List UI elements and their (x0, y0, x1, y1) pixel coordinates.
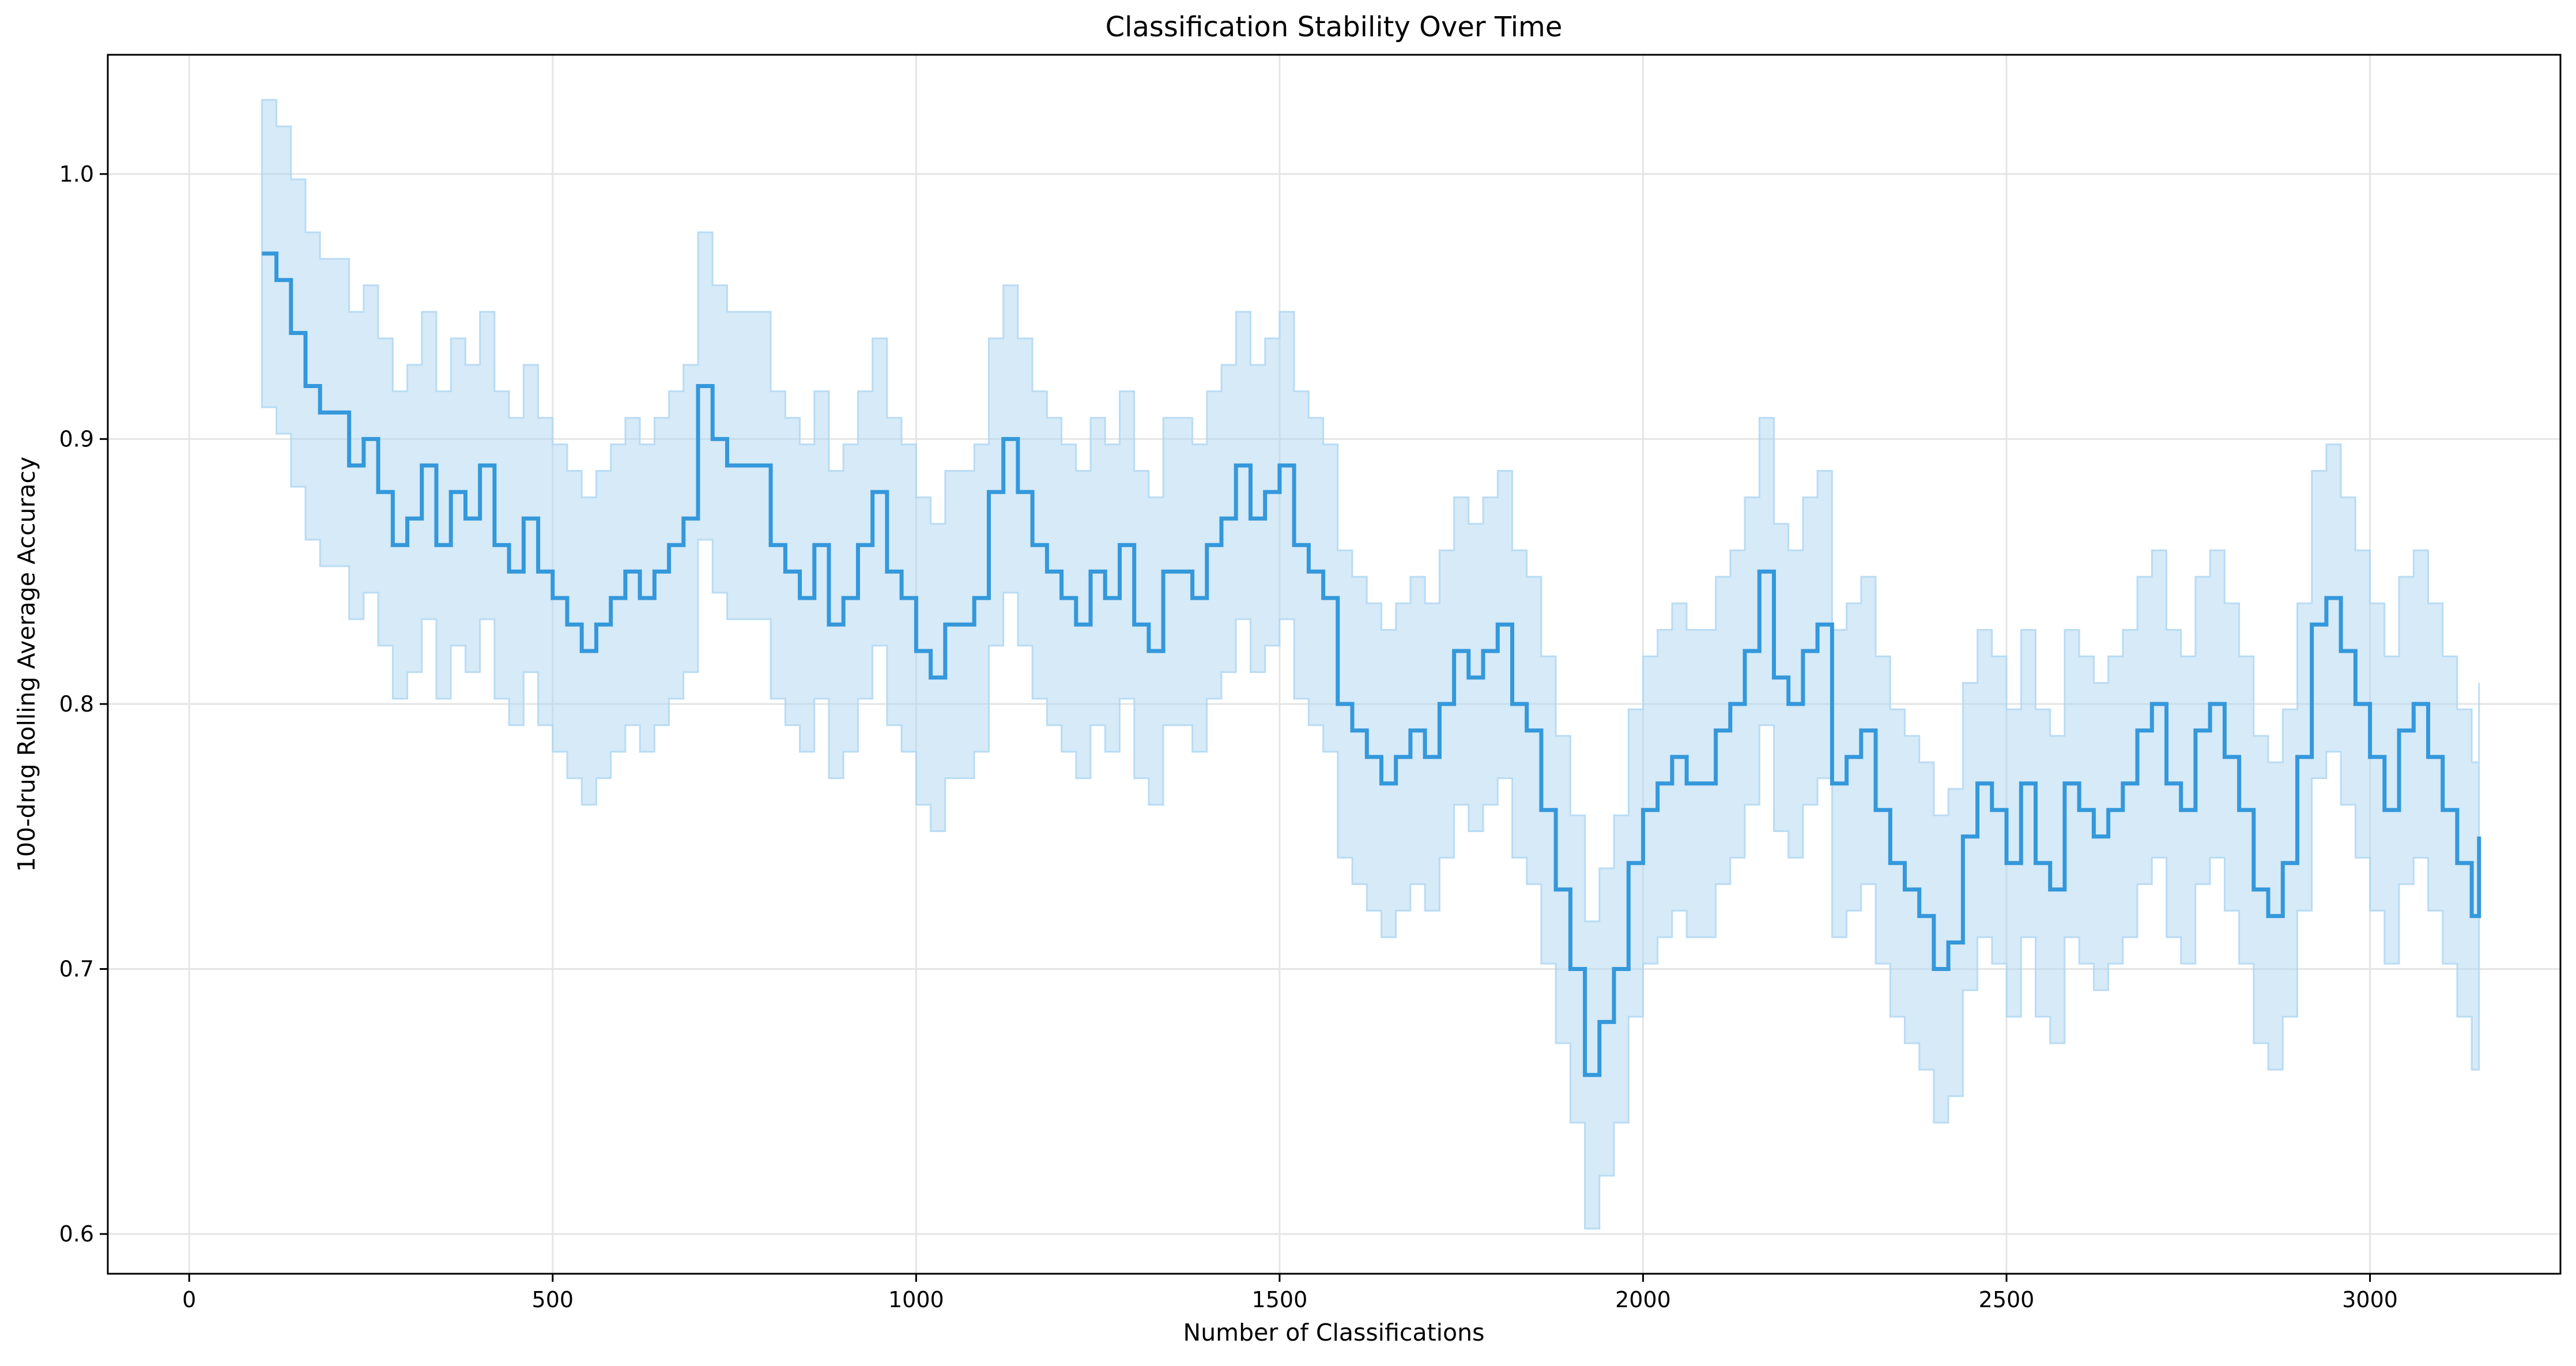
x-tick-label: 0 (182, 1287, 196, 1312)
y-tick-label: 0.6 (59, 1221, 94, 1247)
series-line-layer (262, 251, 2481, 1077)
x-tick-label: 2500 (1979, 1287, 2035, 1312)
y-tick-label: 0.9 (59, 426, 94, 451)
chart-title: Classification Stability Over Time (1106, 11, 1563, 43)
x-tick-label: 2000 (1615, 1287, 1671, 1312)
y-tick-label: 0.8 (59, 691, 94, 717)
y-axis-label: 100-drug Rolling Average Accuracy (13, 457, 40, 872)
x-axis-ticks: 0 500 1000 1500 2000 2500 3000 (182, 1274, 2398, 1312)
confidence-band-layer (261, 99, 2480, 1230)
x-tick-label: 1000 (888, 1287, 944, 1312)
y-tick-label: 0.7 (59, 957, 94, 982)
y-axis-ticks: 0.6 0.7 0.8 0.9 1.0 (59, 161, 108, 1247)
x-tick-label: 1500 (1252, 1287, 1308, 1312)
accuracy-series-line (262, 251, 2481, 1077)
y-tick-label: 1.0 (59, 161, 94, 187)
x-tick-label: 3000 (2342, 1287, 2398, 1312)
confidence-band (261, 99, 2480, 1230)
plot-area-frame (107, 54, 2562, 1275)
x-axis-label: Number of Classifications (1183, 1319, 1485, 1346)
x-tick-label: 500 (532, 1287, 574, 1312)
